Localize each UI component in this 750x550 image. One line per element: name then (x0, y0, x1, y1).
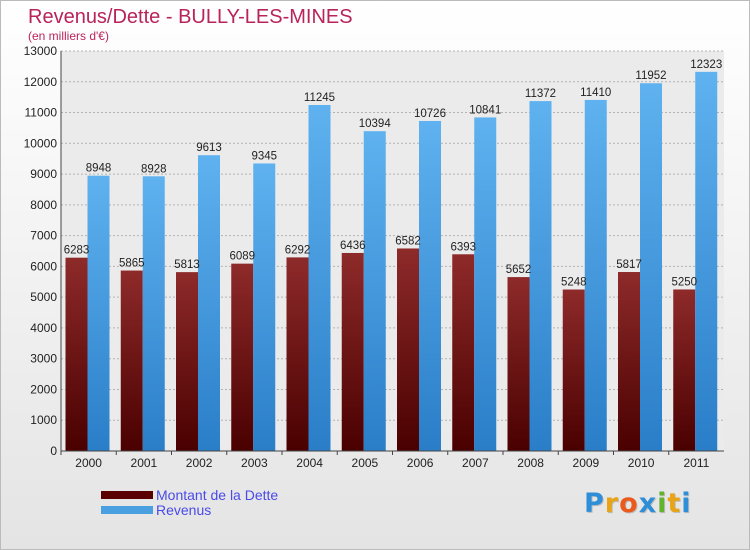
value-label: 11952 (635, 70, 666, 82)
bar-dette (397, 248, 419, 451)
y-tick-label: 6000 (30, 259, 57, 273)
y-tick-label: 2000 (30, 382, 57, 396)
bar-revenus (198, 155, 220, 451)
legend-label-revenus: Revenus (156, 501, 212, 518)
chart-title: Revenus/Dette - BULLY-LES-MINES (28, 6, 353, 28)
bar-dette (452, 254, 475, 451)
x-tick-label: 2005 (352, 456, 379, 470)
x-tick-label: 2008 (517, 456, 544, 470)
bar-dette (65, 257, 88, 451)
value-label: 5865 (119, 258, 145, 270)
y-tick-label: 7000 (30, 229, 57, 243)
logo-letter: i (681, 488, 692, 519)
legend-item-revenus: Revenus (101, 501, 278, 518)
bar-revenus (87, 175, 110, 451)
value-label: 9345 (251, 150, 277, 162)
y-tick-label: 3000 (30, 352, 57, 366)
logo-letter: P (584, 488, 605, 519)
logo-letter: o (619, 488, 639, 519)
value-label: 5248 (561, 277, 587, 289)
bars (65, 71, 718, 452)
bar-revenus (308, 105, 331, 451)
bar-revenus (419, 120, 441, 451)
value-label: 6582 (395, 235, 421, 247)
bar-revenus (529, 101, 552, 451)
bar-revenus (584, 99, 607, 451)
value-label: 5250 (671, 276, 697, 288)
bar-dette (120, 270, 143, 451)
value-label: 6089 (229, 251, 255, 263)
logo-letter: x (638, 488, 658, 519)
bar-dette (507, 277, 530, 451)
value-label: 8948 (86, 163, 112, 175)
x-tick-label: 2000 (75, 456, 102, 470)
bar-revenus (474, 117, 497, 451)
legend-swatch-revenus (101, 505, 153, 514)
proxiti-logo: Proxiti (584, 488, 692, 519)
y-tick-label: 1000 (30, 413, 57, 427)
bar-dette (618, 272, 640, 451)
y-tick-label: 13000 (24, 44, 58, 58)
value-label: 8928 (141, 163, 167, 175)
y-tick-label: 10000 (24, 136, 58, 150)
logo-letter: i (657, 488, 668, 519)
x-tick-label: 2003 (241, 456, 268, 470)
value-label: 11245 (304, 92, 335, 104)
bar-dette (341, 252, 364, 451)
value-label: 10394 (359, 118, 392, 130)
axes: 0 1000 2000 3000 4000 5000 6000 7000 8000 9000 100… (24, 44, 724, 470)
y-tick-label: 12000 (24, 75, 58, 89)
x-tick-label: 2006 (407, 456, 434, 470)
bar-revenus (640, 83, 662, 451)
bar-revenus (363, 131, 386, 451)
chart-subtitle: (en milliers d'€) (28, 29, 109, 43)
gridlines (61, 50, 724, 452)
value-label: 5652 (506, 264, 532, 276)
x-tick-label: 2004 (296, 456, 323, 470)
value-label: 11410 (580, 87, 611, 99)
value-label: 12323 (690, 59, 722, 71)
value-label: 5817 (616, 259, 642, 271)
value-label: 10841 (469, 104, 501, 116)
legend-item-dette: Montant de la Dette (101, 486, 279, 503)
y-tick-label: 5000 (30, 290, 57, 304)
y-tick-label: 8000 (30, 198, 57, 212)
legend: Montant de la Dette Revenus (101, 486, 279, 518)
bar-dette (176, 272, 198, 451)
bar-revenus (695, 71, 718, 451)
x-tick-label: 2011 (683, 456, 709, 470)
bar-dette (286, 257, 309, 451)
value-label: 5813 (174, 259, 200, 271)
value-label: 6283 (64, 245, 90, 257)
bar-dette (673, 289, 696, 451)
x-tick-label: 2007 (462, 456, 489, 470)
legend-label-dette: Montant de la Dette (156, 486, 279, 503)
x-tick-label: 2009 (573, 456, 600, 470)
y-tick-label: 4000 (30, 321, 57, 335)
logo-letter: t (667, 488, 682, 519)
plot-area (61, 51, 724, 451)
bar-dette (231, 263, 254, 451)
value-label: 10726 (414, 108, 446, 120)
x-tick-label: 2001 (131, 456, 158, 470)
bar-revenus (253, 163, 276, 451)
legend-swatch-dette (101, 490, 153, 499)
y-tick-label: 9000 (30, 167, 57, 181)
bar-revenus (142, 176, 165, 452)
value-label: 9613 (196, 142, 222, 154)
x-tick-label: 2002 (186, 456, 213, 470)
value-label: 11372 (525, 88, 556, 100)
value-labels: 6283 8948 5865 8928 5813 9613 6089 9345 6292 1124… (64, 59, 723, 289)
value-label: 6292 (285, 244, 311, 256)
y-tick-label: 11000 (25, 106, 58, 120)
y-tick-label: 0 (50, 444, 57, 458)
bar-dette (562, 289, 585, 451)
value-label: 6436 (340, 240, 366, 252)
x-tick-label: 2010 (628, 456, 655, 470)
value-label: 6393 (450, 241, 476, 253)
logo-letter: r (604, 488, 620, 519)
